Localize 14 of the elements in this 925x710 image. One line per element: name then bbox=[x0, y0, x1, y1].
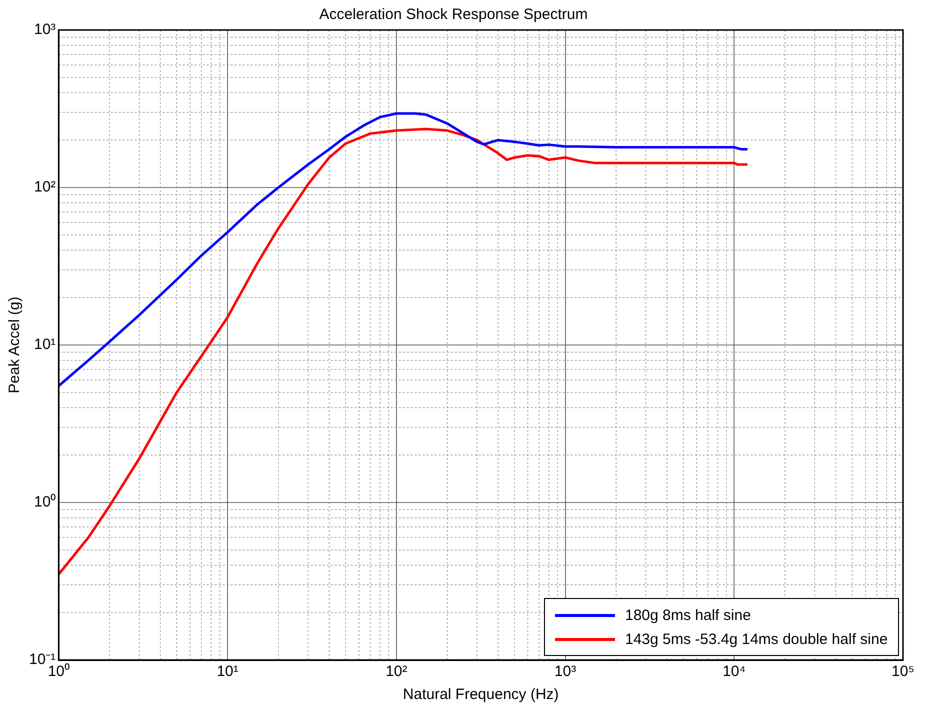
chart-title: Acceleration Shock Response Spectrum bbox=[319, 6, 588, 24]
legend-label: 180g 8ms half sine bbox=[625, 606, 751, 624]
y-tick-label: 10³ bbox=[34, 21, 56, 38]
x-axis-title: Natural Frequency (Hz) bbox=[402, 686, 559, 704]
legend-label: 143g 5ms -53.4g 14ms double half sine bbox=[625, 630, 888, 648]
y-tick-label: 10² bbox=[34, 178, 56, 196]
y-tick-label: 10⁰ bbox=[34, 494, 56, 511]
y-axis-title: Peak Accel (g) bbox=[6, 296, 24, 394]
x-tick-label: 10⁴ bbox=[722, 663, 746, 680]
x-tick-label: 10² bbox=[386, 663, 408, 680]
y-tick-label: 10¹ bbox=[34, 336, 56, 354]
x-tick-label: 10¹ bbox=[216, 663, 238, 680]
x-tick-label: 10³ bbox=[554, 663, 576, 680]
x-tick-label: 10⁵ bbox=[892, 663, 914, 680]
